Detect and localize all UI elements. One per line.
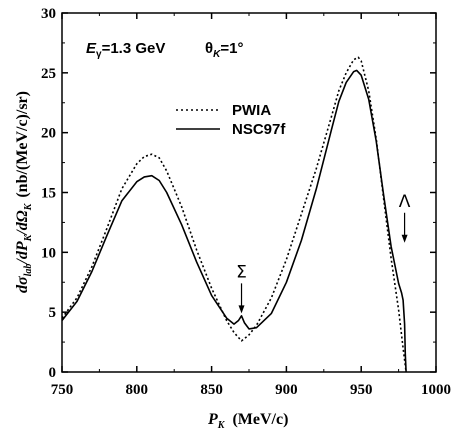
plot-frame (61, 12, 437, 373)
y-tick-label: 30 (41, 6, 56, 22)
angle-symbol: θ (205, 40, 213, 57)
y-axis-part2: /dP (14, 241, 31, 264)
x-axis-title: PK (MeV/c) (207, 411, 288, 431)
angle-subscript: K (213, 49, 221, 60)
x-tick-label: 900 (275, 382, 298, 398)
x-tick-label: 800 (126, 382, 149, 398)
angle-annotation: θK=1° (205, 40, 243, 60)
y-tick-label: 5 (49, 305, 57, 321)
y-tick-label: 10 (41, 245, 56, 261)
markers-layer: ΣΛ (236, 192, 411, 314)
y-axis-part3: /dΩ (14, 210, 31, 235)
y-tick-label: 15 (41, 186, 56, 202)
x-axis-symbol: P (207, 411, 218, 428)
series-line-nsc97f (61, 69, 407, 373)
marker-arrow-head (238, 305, 245, 314)
y-axis-part1: dσ (14, 276, 31, 293)
y-axis-sub2: K (23, 233, 34, 242)
y-axis-sub3: K (23, 202, 34, 211)
y-axis-title: dσlab/dPK/dΩK(nb/(MeV/c)/sr) (14, 91, 34, 293)
marker-label: Λ (399, 192, 411, 212)
y-axis-unit: (nb/(MeV/c)/sr) (14, 91, 31, 198)
y-tick-label: 20 (41, 126, 56, 142)
energy-value: =1.3 GeV (102, 40, 166, 57)
marker-arrow-head (401, 234, 408, 243)
y-axis-sub1: lab (23, 264, 34, 277)
x-axis-unit: (MeV/c) (232, 411, 288, 428)
energy-subscript: γ (96, 49, 102, 60)
marker-label: Σ (236, 262, 247, 282)
x-tick-label: 1000 (421, 382, 451, 398)
energy-annotation: Eγ=1.3 GeV (86, 40, 165, 60)
legend-label-pwia: PWIA (232, 102, 271, 119)
x-axis-subscript: K (217, 420, 226, 431)
energy-symbol: E (86, 40, 97, 57)
x-tick-label: 950 (350, 382, 373, 398)
x-tick-label: 850 (200, 382, 223, 398)
legend-label-nsc97f: NSC97f (232, 121, 286, 138)
x-tick-label: 750 (51, 382, 74, 398)
y-tick-label: 0 (49, 365, 57, 381)
y-tick-label: 25 (41, 66, 56, 82)
angle-value: =1° (220, 40, 243, 57)
series-layer (61, 56, 407, 373)
ticks-layer: 750 800 850 900 950 1000 0 5 10 15 20 25 30 (41, 6, 451, 398)
legend: PWIA NSC97f (176, 102, 286, 138)
